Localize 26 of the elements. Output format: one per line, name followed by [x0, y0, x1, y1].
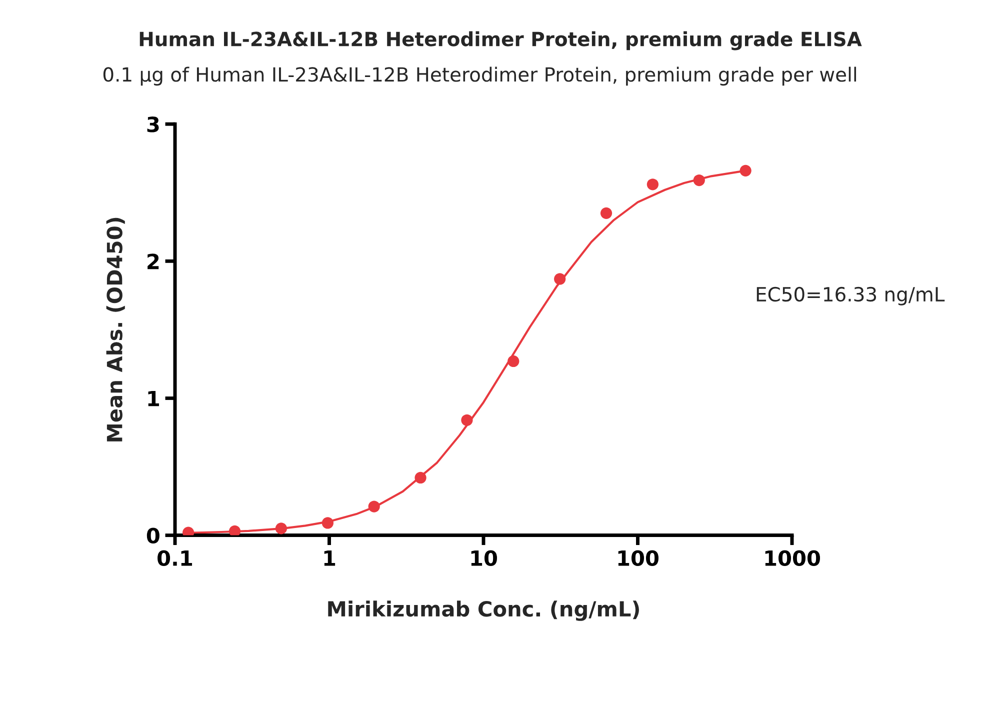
annotation: EC50=16.33 ng/mL — [756, 286, 945, 306]
x-axis-title: Mirikizumab Conc. (ng/mL) — [328, 600, 639, 621]
y-tick-label: 0 — [146, 528, 160, 544]
y-axis-title: Mean Abs. (OD450) — [106, 218, 125, 442]
y-tick-label: 3 — [147, 116, 159, 132]
chart-title: Human IL-23A&IL-12B Heterodimer Protein, premium grade ELISA — [140, 31, 862, 50]
point — [554, 273, 566, 285]
x-tick-label: 1 — [324, 550, 336, 566]
x-tick-label: 1000 — [765, 550, 820, 566]
point — [646, 178, 659, 190]
point — [414, 472, 426, 484]
point — [740, 164, 752, 176]
x-tick-label: 10 — [471, 550, 497, 566]
y-tick-label: 1 — [148, 390, 159, 406]
point — [322, 517, 334, 529]
point — [275, 522, 287, 534]
point — [693, 174, 705, 186]
chart-subtitle: 0.1 μg of Human IL-23A&IL-12B Heterodimer Protein, premium grade per well — [103, 66, 856, 86]
point — [600, 207, 612, 219]
point — [508, 355, 520, 368]
x-tick-label: 100 — [618, 550, 658, 566]
point — [228, 525, 241, 536]
y-tick-label: 2 — [148, 254, 159, 270]
point — [368, 500, 380, 512]
x-tick-label: 0.1 — [158, 550, 192, 566]
point — [461, 414, 473, 426]
